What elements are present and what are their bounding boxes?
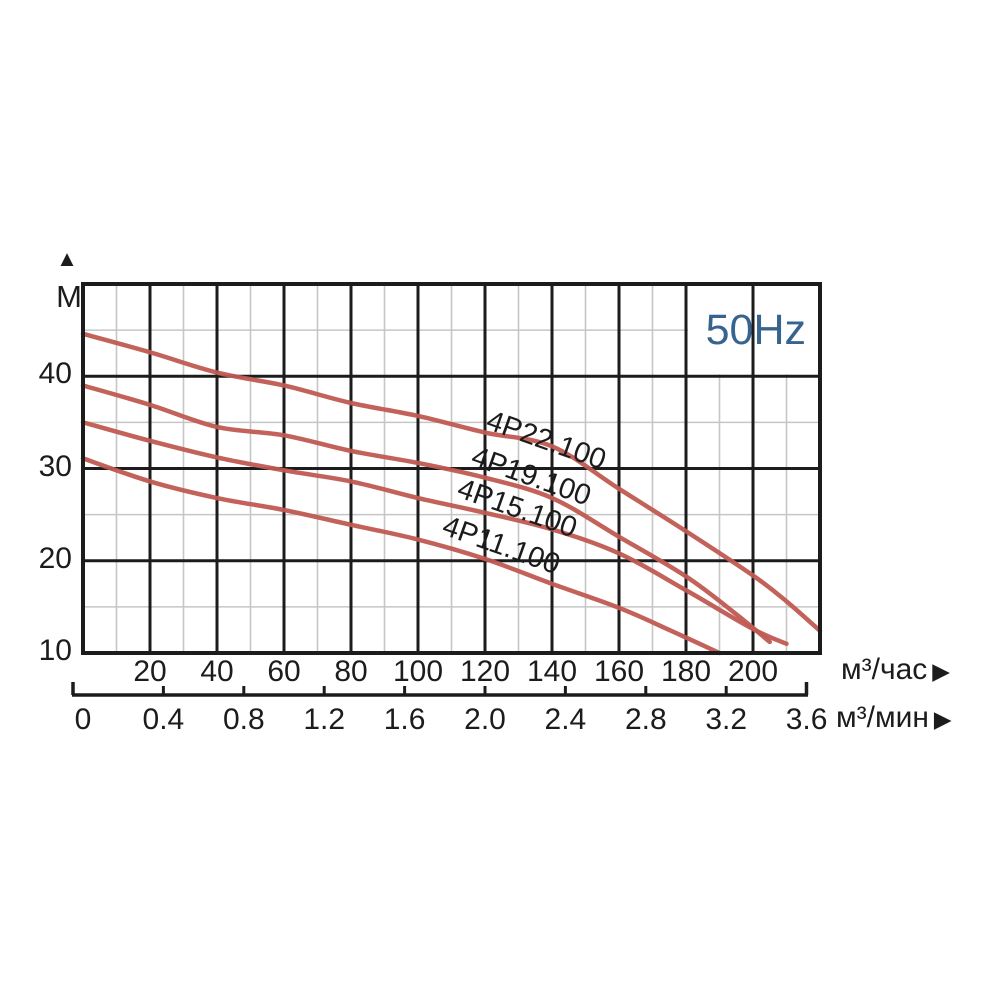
- y-tick-label: 20: [38, 541, 72, 575]
- x-min-tick-label: 3.2: [705, 703, 748, 736]
- x-min-tick-label: 2.4: [544, 703, 587, 736]
- x-axis-hour-unit: м³/час ▶: [841, 653, 950, 686]
- x-axis-min-unit: м³/мин ▶: [836, 701, 952, 734]
- right-arrow-icon: ▶: [932, 657, 950, 684]
- x-hour-tick-label: 140: [526, 655, 578, 688]
- x-hour-tick-label: 100: [392, 655, 444, 688]
- x-min-tick-label: 0.8: [222, 703, 265, 736]
- x-hour-tick-label: 60: [267, 655, 301, 688]
- y-tick-label: 30: [38, 449, 72, 483]
- x-hour-tick-label: 40: [200, 655, 234, 688]
- x-hour-tick-label: 20: [133, 655, 167, 688]
- x-hour-tick-label: 80: [334, 655, 368, 688]
- right-arrow-icon: ▶: [933, 705, 952, 732]
- curve-4P15.100: [80, 420, 789, 647]
- x-min-tick-label: 2.8: [624, 703, 667, 736]
- curve-4P19.100: [80, 383, 772, 645]
- x-hour-tick-label: 120: [459, 655, 511, 688]
- x-hour-tick-label: 160: [593, 655, 645, 688]
- frequency-badge: 50Hz: [705, 305, 806, 354]
- x-min-tick-label: 1.6: [383, 703, 426, 736]
- curve-4P11.100: [80, 456, 722, 656]
- x-hour-tick-label: 200: [727, 655, 779, 688]
- x-axis-min-unit-text: м³/мин: [836, 701, 929, 734]
- curve-4P22.100: [80, 331, 823, 634]
- x-min-tick-label: 1.2: [303, 703, 346, 736]
- y-tick-label: 10: [38, 634, 72, 667]
- x-hour-tick-label: 180: [660, 655, 712, 688]
- x-min-tick-label: 0: [74, 703, 92, 736]
- y-axis-unit-label: M: [56, 279, 82, 314]
- x-axis-hour-unit-text: м³/час: [841, 653, 928, 686]
- up-arrow-icon: ▲: [56, 246, 78, 271]
- x-min-tick-label: 0.4: [142, 703, 185, 736]
- y-tick-label: 40: [38, 357, 72, 391]
- x-min-tick-label: 3.6: [785, 703, 828, 736]
- x-min-tick-label: 2.0: [464, 703, 506, 736]
